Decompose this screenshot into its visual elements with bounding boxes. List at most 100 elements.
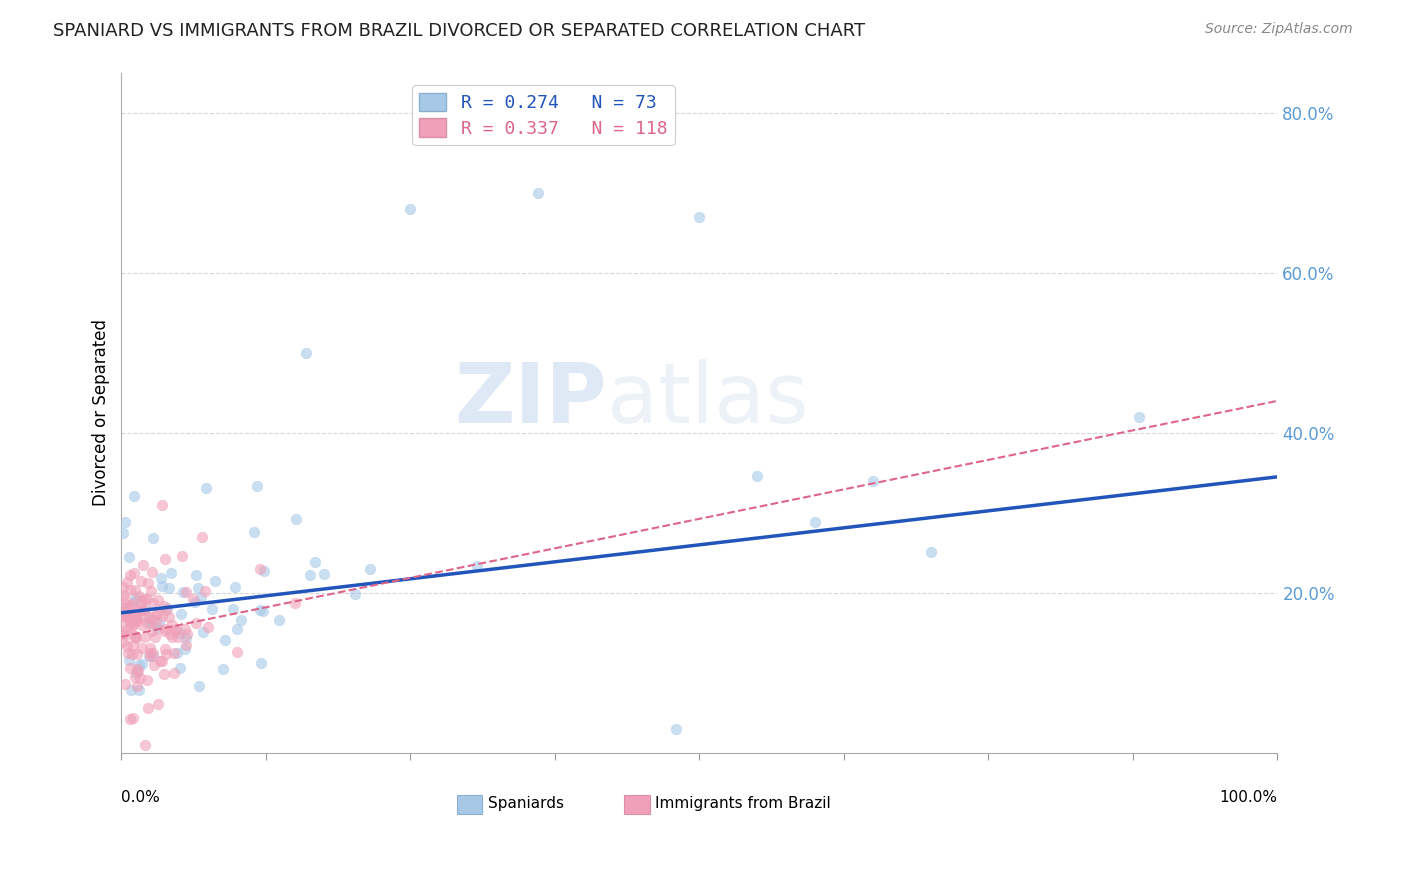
Point: [125, 615, 148, 629]
Point: [136, 609, 159, 624]
Point: [121, 711, 143, 725]
Point: [125, 666, 148, 681]
Point: [153, 551, 176, 566]
Point: [120, 583, 142, 598]
Point: [155, 647, 177, 661]
Point: [120, 682, 142, 697]
Point: [204, 574, 226, 588]
Point: [191, 530, 214, 544]
Point: [129, 574, 152, 588]
Point: [399, 202, 422, 216]
Point: [115, 608, 138, 623]
Point: [212, 662, 235, 676]
Point: [165, 623, 187, 637]
Point: [299, 567, 322, 582]
Point: [142, 613, 165, 627]
Point: [284, 596, 307, 610]
Point: [304, 555, 326, 569]
Text: 100.0%: 100.0%: [1219, 790, 1278, 805]
Point: [111, 604, 134, 618]
Point: [131, 602, 153, 616]
Point: [465, 558, 488, 573]
Point: [115, 574, 138, 589]
Text: 0.0%: 0.0%: [121, 790, 160, 805]
Point: [127, 664, 149, 678]
Point: [146, 607, 169, 621]
Point: [229, 614, 252, 628]
Point: [149, 654, 172, 668]
Point: [139, 640, 162, 655]
Point: [188, 679, 211, 693]
Point: [148, 697, 170, 711]
Point: [131, 640, 153, 655]
Point: [112, 601, 135, 615]
Point: [135, 591, 157, 606]
Point: [267, 614, 290, 628]
Point: [150, 655, 173, 669]
Point: [142, 649, 165, 664]
Point: [122, 638, 145, 652]
Point: [169, 661, 191, 675]
Point: [246, 479, 269, 493]
Point: [174, 622, 197, 636]
Point: [131, 592, 153, 607]
Point: [172, 585, 194, 599]
Legend: R = 0.274   N = 73, R = 0.337   N = 118: R = 0.274 N = 73, R = 0.337 N = 118: [412, 86, 675, 145]
Bar: [457, 795, 482, 814]
Text: Spaniards: Spaniards: [488, 797, 564, 811]
Point: [157, 609, 180, 624]
Point: [118, 609, 141, 624]
Point: [118, 653, 141, 667]
Point: [201, 602, 224, 616]
Point: [117, 611, 139, 625]
Point: [173, 642, 195, 657]
Point: [138, 610, 160, 624]
Point: [184, 615, 207, 630]
Text: atlas: atlas: [607, 359, 808, 440]
Point: [153, 622, 176, 636]
Point: [195, 481, 218, 495]
Bar: [624, 795, 650, 814]
Point: [125, 610, 148, 624]
Point: [143, 657, 166, 672]
Point: [138, 700, 160, 714]
Text: Source: ZipAtlas.com: Source: ZipAtlas.com: [1205, 22, 1353, 37]
Text: SPANIARD VS IMMIGRANTS FROM BRAZIL DIVORCED OR SEPARATED CORRELATION CHART: SPANIARD VS IMMIGRANTS FROM BRAZIL DIVOR…: [53, 22, 866, 40]
Point: [145, 616, 167, 631]
Point: [120, 712, 142, 726]
Point: [153, 642, 176, 657]
Point: [153, 599, 176, 614]
Point: [115, 639, 138, 653]
Point: [112, 609, 135, 624]
Point: [184, 595, 207, 609]
Point: [114, 597, 136, 611]
Point: [145, 607, 167, 621]
Point: [156, 600, 179, 615]
Point: [174, 638, 197, 652]
Point: [128, 604, 150, 618]
Point: [159, 566, 181, 581]
Point: [160, 618, 183, 632]
Point: [122, 566, 145, 580]
Point: [688, 210, 710, 224]
Point: [174, 584, 197, 599]
Point: [249, 603, 271, 617]
Point: [139, 616, 162, 631]
Point: [142, 596, 165, 610]
Point: [120, 568, 142, 582]
Point: [132, 603, 155, 617]
Point: [125, 591, 148, 605]
Point: [252, 604, 274, 618]
Point: [124, 630, 146, 644]
Point: [862, 474, 884, 488]
Point: [114, 677, 136, 691]
Point: [120, 616, 142, 631]
Point: [112, 625, 135, 640]
Point: [249, 657, 271, 671]
Point: [139, 611, 162, 625]
Point: [174, 631, 197, 645]
Point: [155, 603, 177, 617]
Point: [131, 657, 153, 672]
Point: [111, 588, 134, 602]
Point: [159, 627, 181, 641]
